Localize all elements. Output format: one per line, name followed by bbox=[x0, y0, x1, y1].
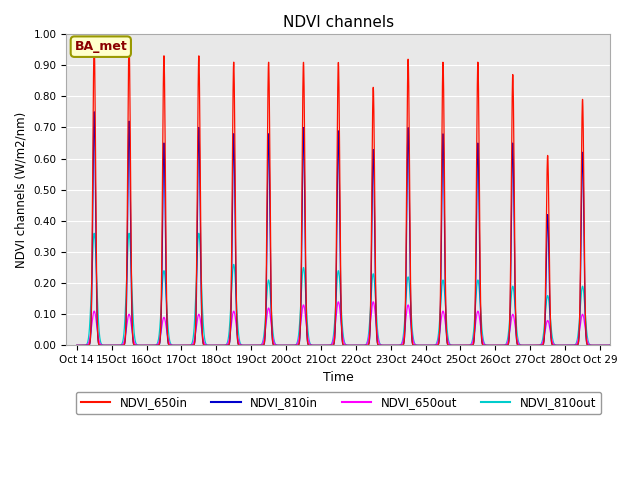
NDVI_650out bbox=[335, 299, 342, 305]
NDVI_650out bbox=[428, 343, 435, 348]
NDVI_650out bbox=[546, 325, 554, 331]
NDVI_810out bbox=[625, 343, 632, 348]
NDVI_810in bbox=[73, 343, 81, 348]
NDVI_650out bbox=[187, 342, 195, 348]
NDVI_650in bbox=[428, 343, 435, 348]
NDVI_810in bbox=[477, 313, 484, 319]
Title: NDVI channels: NDVI channels bbox=[283, 15, 394, 30]
NDVI_810out bbox=[90, 230, 98, 236]
NDVI_810out bbox=[188, 342, 195, 348]
NDVI_650out bbox=[625, 343, 632, 348]
Legend: NDVI_650in, NDVI_810in, NDVI_650out, NDVI_810out: NDVI_650in, NDVI_810in, NDVI_650out, NDV… bbox=[76, 392, 601, 414]
NDVI_810out bbox=[428, 343, 435, 348]
Line: NDVI_650in: NDVI_650in bbox=[77, 43, 635, 346]
NDVI_810in bbox=[428, 343, 435, 348]
Line: NDVI_810in: NDVI_810in bbox=[77, 112, 635, 346]
Y-axis label: NDVI channels (W/m2/nm): NDVI channels (W/m2/nm) bbox=[15, 111, 28, 268]
NDVI_650out bbox=[477, 324, 484, 330]
NDVI_650in bbox=[625, 343, 632, 348]
Line: NDVI_650out: NDVI_650out bbox=[77, 302, 635, 346]
NDVI_650in bbox=[513, 330, 520, 336]
Text: BA_met: BA_met bbox=[74, 40, 127, 53]
NDVI_810out bbox=[73, 343, 81, 348]
NDVI_810out bbox=[631, 343, 639, 348]
NDVI_650in bbox=[631, 343, 639, 348]
NDVI_810out bbox=[477, 308, 484, 313]
NDVI_650in bbox=[73, 343, 81, 348]
NDVI_650in bbox=[546, 279, 554, 285]
NDVI_650in bbox=[90, 40, 98, 46]
NDVI_650out bbox=[631, 343, 639, 348]
NDVI_650in bbox=[188, 343, 195, 348]
NDVI_650out bbox=[513, 331, 520, 337]
NDVI_810in bbox=[513, 333, 520, 339]
Line: NDVI_810out: NDVI_810out bbox=[77, 233, 635, 346]
NDVI_810out bbox=[546, 308, 554, 313]
NDVI_810in bbox=[90, 109, 98, 115]
NDVI_650in bbox=[477, 301, 484, 307]
NDVI_810in bbox=[546, 299, 554, 305]
NDVI_810in bbox=[188, 343, 195, 348]
NDVI_810out bbox=[513, 321, 520, 326]
NDVI_650out bbox=[73, 343, 81, 348]
NDVI_810in bbox=[625, 343, 632, 348]
NDVI_810in bbox=[631, 343, 639, 348]
X-axis label: Time: Time bbox=[323, 371, 354, 384]
